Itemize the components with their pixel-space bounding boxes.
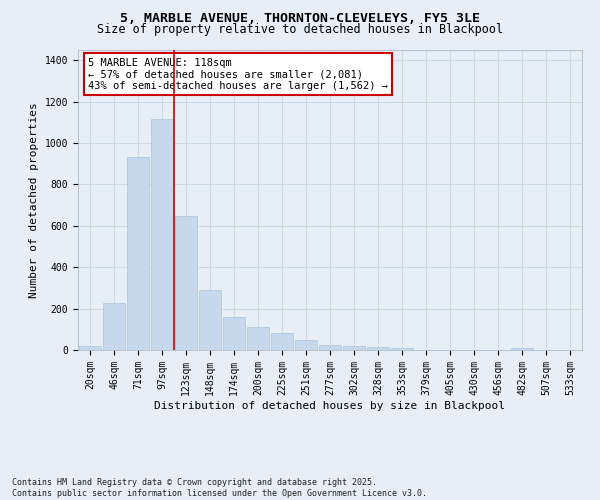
Bar (127, 156, 149, 350)
Bar (199, 290, 221, 350)
Bar (151, 120, 173, 350)
Text: 5, MARBLE AVENUE, THORNTON-CLEVELEYS, FY5 3LE: 5, MARBLE AVENUE, THORNTON-CLEVELEYS, FY… (120, 12, 480, 26)
Text: Size of property relative to detached houses in Blackpool: Size of property relative to detached ho… (97, 22, 503, 36)
Bar (103, 303, 125, 350)
Bar (247, 327, 269, 350)
X-axis label: Distribution of detached houses by size in Blackpool: Distribution of detached houses by size … (155, 400, 505, 410)
Text: 5 MARBLE AVENUE: 118sqm
← 57% of detached houses are smaller (2,081)
43% of semi: 5 MARBLE AVENUE: 118sqm ← 57% of detache… (88, 58, 388, 90)
Bar (343, 346, 365, 350)
Bar (271, 334, 293, 350)
Bar (511, 348, 533, 350)
Bar (175, 216, 197, 350)
Bar (295, 340, 317, 350)
Y-axis label: Number of detached properties: Number of detached properties (29, 102, 39, 298)
Bar (319, 345, 341, 350)
Bar (223, 317, 245, 350)
Bar (367, 347, 389, 350)
Bar (79, 346, 101, 350)
Bar (391, 348, 413, 350)
Text: Contains HM Land Registry data © Crown copyright and database right 2025.
Contai: Contains HM Land Registry data © Crown c… (12, 478, 427, 498)
